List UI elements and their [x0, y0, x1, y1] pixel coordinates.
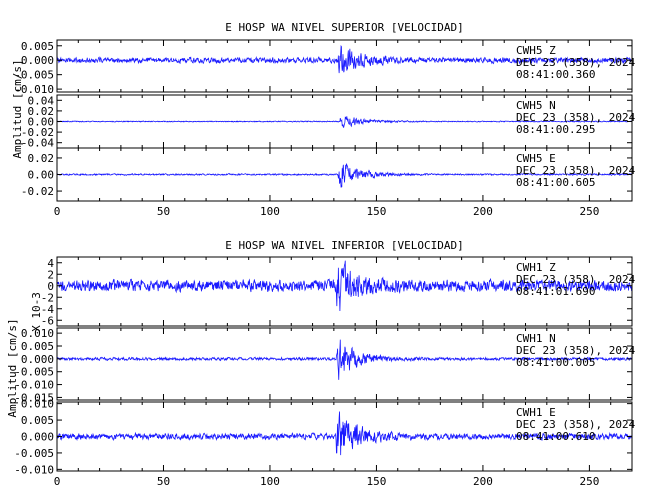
y-tick-label: 0.010: [21, 398, 54, 411]
y-tick-label: 4: [47, 257, 54, 270]
station-channel-label: CWH1 E: [516, 406, 556, 419]
chart-group-superior: E HOSP WA NIVEL SUPERIOR [VELOCIDAD] Ampl…: [11, 21, 636, 218]
y-tick-label: 0.04: [28, 94, 55, 107]
x-tick-label: 250: [579, 475, 599, 488]
panel-frame: [56, 39, 633, 93]
x-tick-label: 50: [157, 475, 170, 488]
station-time-label: 08:41:00.610: [516, 430, 595, 443]
trace-line: [56, 260, 633, 312]
y-tick-label: -6: [41, 314, 54, 327]
station-date-label: DEC 23 (358), 2024: [516, 273, 636, 286]
y-axis-label: Amplitud [cm/s]: [11, 59, 24, 158]
y-tick-label: 0.000: [21, 431, 54, 444]
station-channel-label: CWH1 Z: [516, 261, 556, 274]
trace-line: [56, 339, 633, 380]
y-tick-label: 2: [47, 268, 54, 281]
station-date-label: DEC 23 (358), 2024: [516, 164, 636, 177]
y-tick-label: -0.015: [14, 391, 54, 404]
station-date-label: DEC 23 (358), 2024: [516, 111, 636, 124]
y-scale-label: X 10-3: [30, 292, 43, 332]
x-tick-label: 200: [473, 475, 493, 488]
station-date-label: DEC 23 (358), 2024: [516, 56, 636, 69]
y-tick-label: 0.00: [28, 116, 55, 129]
y-tick-label: 0: [47, 280, 54, 293]
y-tick-label: 0.005: [21, 340, 54, 353]
y-tick-label: 0.005: [21, 40, 54, 53]
chart-group-inferior: E HOSP WA NIVEL INFERIOR [VELOCIDAD] Ampl…: [6, 239, 636, 488]
station-channel-label: CWH1 N: [516, 332, 556, 345]
y-tick-label: -0.010: [14, 379, 54, 392]
station-time-label: 08:41:00.005: [516, 356, 595, 369]
station-channel-label: CWH5 Z: [516, 44, 556, 57]
y-tick-label: 0.000: [21, 353, 54, 366]
y-tick-label: 0.02: [28, 152, 55, 165]
station-channel-label: CWH5 E: [516, 152, 556, 165]
station-channel-label: CWH5 N: [516, 99, 556, 112]
station-date-label: DEC 23 (358), 2024: [516, 344, 636, 357]
station-time-label: 08:41:00.360: [516, 68, 595, 81]
y-tick-label: 0.010: [21, 327, 54, 340]
y-tick-label: 0.005: [21, 414, 54, 427]
y-tick-label: -0.010: [14, 83, 54, 96]
x-tick-label: 250: [579, 205, 599, 218]
station-time-label: 08:41:00.605: [516, 176, 595, 189]
x-tick-label: 100: [260, 205, 280, 218]
chart-title: E HOSP WA NIVEL INFERIOR [VELOCIDAD]: [225, 239, 463, 252]
chart-title: E HOSP WA NIVEL SUPERIOR [VELOCIDAD]: [225, 21, 463, 34]
trace-line: [56, 44, 633, 74]
trace-line: [57, 116, 633, 128]
panel-frame: [56, 256, 633, 327]
y-tick-label: 0.000: [21, 54, 54, 67]
y-tick-label: -0.010: [14, 463, 54, 476]
y-tick-label: -2: [41, 291, 54, 304]
x-tick-label: 150: [367, 475, 387, 488]
panel-frame: [56, 327, 633, 401]
x-tick-label: 0: [54, 475, 61, 488]
y-tick-label: -0.005: [14, 366, 54, 379]
y-tick-label: -0.04: [21, 137, 54, 150]
y-tick-label: -0.005: [14, 447, 54, 460]
x-tick-label: 50: [157, 205, 170, 218]
y-tick-label: 0.02: [28, 105, 55, 118]
x-tick-label: 150: [367, 205, 387, 218]
station-date-label: DEC 23 (358), 2024: [516, 418, 636, 431]
station-time-label: 08:41:00.295: [516, 123, 595, 136]
x-tick-label: 200: [473, 205, 493, 218]
trace-line: [56, 411, 633, 456]
y-tick-label: -4: [41, 303, 55, 316]
x-tick-label: 0: [54, 205, 61, 218]
station-time-label: 08:41:01.690: [516, 285, 595, 298]
y-tick-label: -0.005: [14, 69, 54, 82]
x-tick-label: 100: [260, 475, 280, 488]
trace-line: [56, 162, 632, 188]
y-tick-label: 0.00: [28, 169, 55, 182]
y-tick-label: -0.02: [21, 185, 54, 198]
y-axis-label: Amplitud [cm/s]: [6, 318, 19, 417]
y-tick-label: -0.02: [21, 126, 54, 139]
